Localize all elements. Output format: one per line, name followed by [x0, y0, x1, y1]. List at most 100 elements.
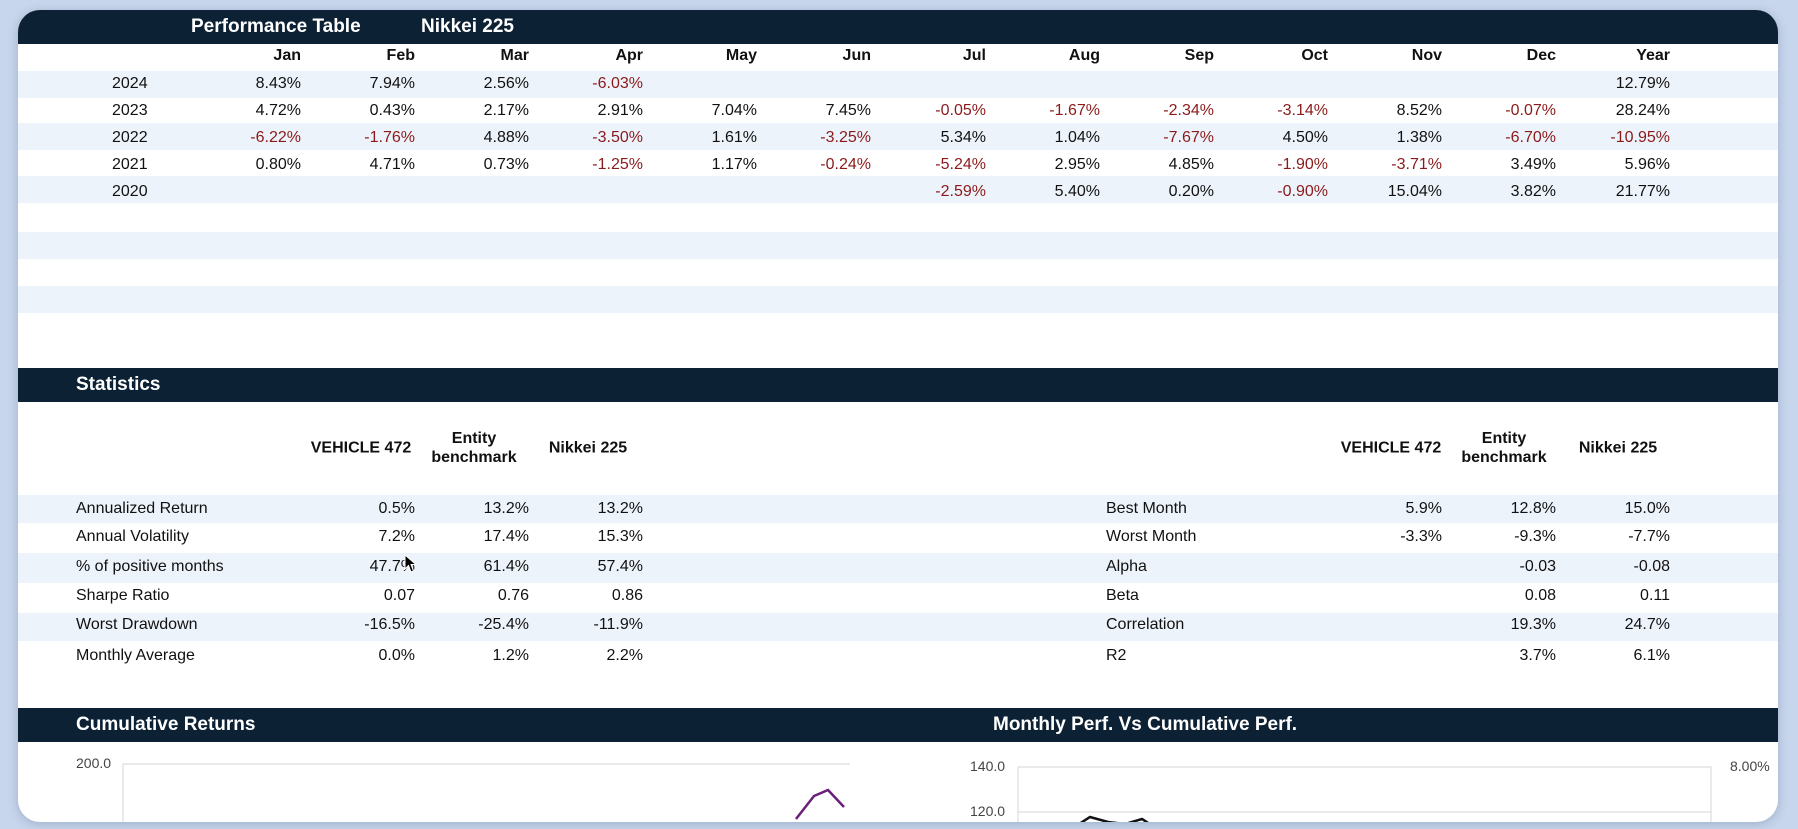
column-header-jun: Jun: [842, 47, 871, 64]
stripe: [18, 495, 1778, 523]
table-cell: 2.17%: [483, 102, 529, 119]
monthly-vs-cumulative-chart: [1017, 766, 1712, 822]
stat-label: R2: [1106, 647, 1127, 664]
stat-value: 47.7%: [369, 558, 415, 575]
stat-label: Best Month: [1106, 500, 1187, 517]
table-cell: -1.90%: [1277, 156, 1328, 173]
stats-column-header: VEHICLE 472: [310, 439, 412, 457]
table-cell: 5.40%: [1054, 183, 1100, 200]
stat-value: 19.3%: [1510, 616, 1556, 633]
stat-value: 2.2%: [606, 647, 643, 664]
monthly-y-axis-label-top: 140.0: [970, 758, 1006, 774]
stat-value: 7.2%: [378, 528, 415, 545]
column-header-dec: Dec: [1526, 47, 1556, 64]
stat-value: 0.86: [611, 587, 643, 604]
charts-header: Cumulative Returns Monthly Perf. Vs Cumu…: [18, 708, 1778, 742]
stat-value: 61.4%: [483, 558, 529, 575]
table-cell: 0.20%: [1168, 183, 1214, 200]
stat-value: -9.3%: [1514, 528, 1556, 545]
stats-column-header: Nikkei 225: [1578, 439, 1658, 457]
performance-index-name: Nikkei 225: [421, 16, 514, 37]
table-cell: -2.34%: [1163, 102, 1214, 119]
stat-label: % of positive months: [76, 558, 224, 575]
table-cell: 1.61%: [711, 129, 757, 146]
stat-value: 24.7%: [1624, 616, 1670, 633]
row-year-label: 2024: [112, 75, 148, 92]
column-header-year: Year: [1636, 47, 1670, 64]
stat-value: 0.0%: [378, 647, 415, 664]
table-cell: -5.24%: [935, 156, 986, 173]
table-cell: 28.24%: [1615, 102, 1670, 119]
column-header-oct: Oct: [1301, 47, 1328, 64]
stats-column-header: Entity benchmark: [1461, 430, 1547, 466]
stat-value: 13.2%: [483, 500, 529, 517]
table-cell: -6.22%: [250, 129, 301, 146]
column-header-apr: Apr: [615, 47, 643, 64]
stat-label: Monthly Average: [76, 647, 195, 664]
cumulative-returns-title: Cumulative Returns: [76, 714, 256, 735]
table-cell: 4.88%: [483, 129, 529, 146]
table-cell: 4.50%: [1282, 129, 1328, 146]
table-cell: -0.90%: [1277, 183, 1328, 200]
table-cell: 0.80%: [255, 156, 301, 173]
column-header-may: May: [725, 47, 757, 64]
stat-value: 0.08: [1524, 587, 1556, 604]
stat-value: 6.1%: [1633, 647, 1670, 664]
stat-label: Worst Drawdown: [76, 616, 198, 633]
table-cell: 3.82%: [1510, 183, 1556, 200]
stat-value: 15.0%: [1624, 500, 1670, 517]
stat-value: -0.03: [1519, 558, 1556, 575]
stat-label: Alpha: [1106, 558, 1147, 575]
table-cell: 2.56%: [483, 75, 529, 92]
table-cell: 0.43%: [369, 102, 415, 119]
table-cell: 7.04%: [711, 102, 757, 119]
table-cell: 5.34%: [940, 129, 986, 146]
stripe: [18, 232, 1778, 259]
row-year-label: 2023: [112, 102, 148, 119]
stat-label: Worst Month: [1106, 528, 1197, 545]
stripe: [18, 71, 1778, 98]
stripe: [18, 176, 1778, 203]
table-cell: 4.72%: [255, 102, 301, 119]
stat-value: 12.8%: [1510, 500, 1556, 517]
report-sheet: Performance Table Nikkei 225 Jan Feb Mar Ap…: [18, 10, 1778, 822]
statistics-title: Statistics: [76, 374, 161, 395]
stripe: [18, 613, 1778, 641]
stat-label: Correlation: [1106, 616, 1185, 633]
table-cell: -10.95%: [1610, 129, 1670, 146]
table-cell: 4.85%: [1168, 156, 1214, 173]
stat-value: 0.11: [1640, 587, 1670, 604]
stat-label: Sharpe Ratio: [76, 587, 170, 604]
table-cell: -0.24%: [820, 156, 871, 173]
column-header-jan: Jan: [273, 47, 301, 64]
table-cell: -1.76%: [364, 129, 415, 146]
table-cell: -3.50%: [592, 129, 643, 146]
table-cell: -3.14%: [1277, 102, 1328, 119]
monthly-y-axis-label: 120.0: [970, 803, 1006, 819]
table-cell: 7.45%: [825, 102, 871, 119]
table-cell: 0.73%: [483, 156, 529, 173]
table-cell: -3.71%: [1391, 156, 1442, 173]
table-cell: 21.77%: [1615, 183, 1670, 200]
table-cell: 1.38%: [1396, 129, 1442, 146]
table-cell: 2.95%: [1054, 156, 1100, 173]
stats-column-header: Nikkei 225: [548, 439, 628, 457]
column-header-jul: Jul: [962, 47, 986, 64]
stat-label: Annualized Return: [76, 500, 208, 517]
table-cell: -1.67%: [1049, 102, 1100, 119]
table-cell: -6.70%: [1505, 129, 1556, 146]
column-header-mar: Mar: [500, 47, 529, 64]
table-cell: 5.96%: [1624, 156, 1670, 173]
stat-value: -0.08: [1633, 558, 1670, 575]
stripe: [18, 286, 1778, 313]
row-year-label: 2020: [112, 183, 148, 200]
stat-value: 13.2%: [597, 500, 643, 517]
stat-value: 57.4%: [597, 558, 643, 575]
table-cell: -7.67%: [1163, 129, 1214, 146]
performance-table-header: Performance Table Nikkei 225: [18, 10, 1778, 44]
row-year-label: 2021: [112, 156, 148, 173]
statistics-header: Statistics: [18, 368, 1778, 402]
table-cell: 12.79%: [1615, 75, 1670, 92]
table-cell: -0.05%: [935, 102, 986, 119]
table-cell: 1.04%: [1054, 129, 1100, 146]
